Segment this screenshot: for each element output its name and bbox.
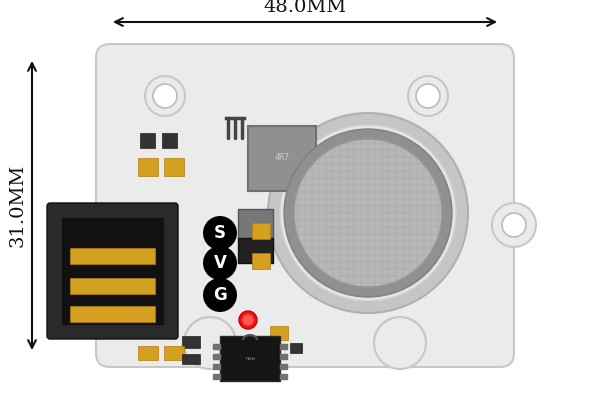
- Circle shape: [280, 125, 456, 301]
- Bar: [238, 238, 273, 263]
- Circle shape: [294, 139, 442, 287]
- Text: 31.0MM: 31.0MM: [9, 164, 27, 247]
- Text: G: G: [213, 286, 227, 304]
- Bar: [182, 336, 200, 348]
- Bar: [280, 344, 287, 349]
- Bar: [220, 336, 280, 381]
- Text: 48.0MM: 48.0MM: [263, 0, 347, 16]
- Bar: [280, 354, 287, 359]
- Circle shape: [502, 213, 526, 237]
- Circle shape: [416, 84, 440, 108]
- Bar: [140, 133, 155, 148]
- Bar: [213, 354, 220, 359]
- Bar: [182, 354, 200, 364]
- Circle shape: [284, 129, 452, 297]
- Bar: [248, 126, 316, 191]
- Circle shape: [408, 76, 448, 116]
- Text: V: V: [214, 254, 226, 272]
- Bar: [290, 343, 302, 353]
- Circle shape: [492, 203, 536, 247]
- Circle shape: [203, 246, 237, 280]
- Bar: [238, 209, 273, 239]
- Bar: [252, 253, 270, 269]
- Circle shape: [153, 84, 177, 108]
- Bar: [270, 326, 288, 340]
- FancyBboxPatch shape: [47, 203, 178, 339]
- Bar: [164, 346, 184, 360]
- Text: nuw: nuw: [245, 355, 255, 361]
- Circle shape: [145, 76, 185, 116]
- Bar: [280, 364, 287, 369]
- Bar: [213, 374, 220, 379]
- Bar: [164, 158, 184, 176]
- Bar: [213, 344, 220, 349]
- Circle shape: [243, 315, 253, 325]
- Bar: [70, 248, 155, 264]
- Circle shape: [184, 317, 236, 369]
- Bar: [62, 218, 163, 324]
- Bar: [162, 133, 177, 148]
- Bar: [280, 374, 287, 379]
- Bar: [138, 158, 158, 176]
- Circle shape: [268, 113, 468, 313]
- Bar: [252, 223, 270, 239]
- Text: S: S: [214, 224, 226, 242]
- Bar: [70, 306, 155, 322]
- Bar: [138, 346, 158, 360]
- Bar: [213, 364, 220, 369]
- Bar: [70, 278, 155, 294]
- FancyBboxPatch shape: [96, 44, 514, 367]
- Circle shape: [239, 311, 257, 329]
- Circle shape: [374, 317, 426, 369]
- Text: 4R7: 4R7: [275, 153, 290, 162]
- Circle shape: [203, 278, 237, 312]
- Circle shape: [203, 216, 237, 250]
